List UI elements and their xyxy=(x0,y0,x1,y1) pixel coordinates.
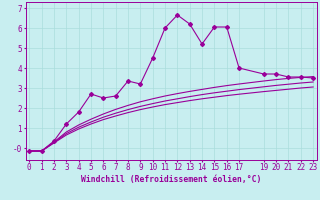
X-axis label: Windchill (Refroidissement éolien,°C): Windchill (Refroidissement éolien,°C) xyxy=(81,175,261,184)
